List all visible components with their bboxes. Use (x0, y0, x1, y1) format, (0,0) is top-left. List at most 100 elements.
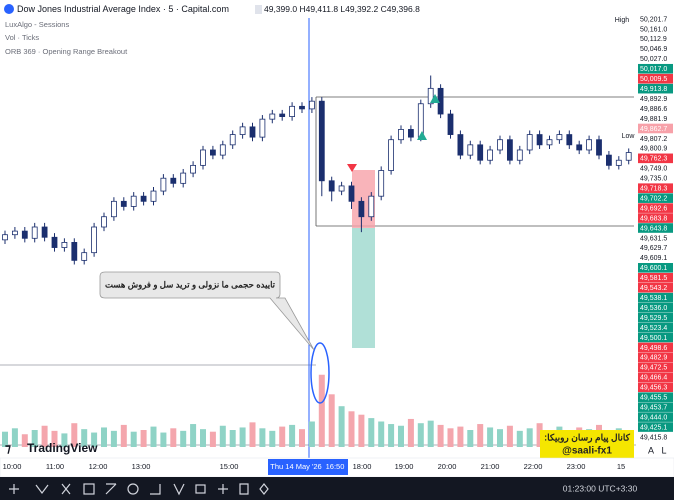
candle-body (190, 164, 197, 174)
price-label-bg (638, 342, 673, 353)
volume-bar (338, 406, 345, 447)
header (0, 0, 636, 16)
price-label: 49,862.7 (640, 126, 667, 133)
auto-scale-button[interactable]: A (648, 445, 654, 455)
price-label-bg (638, 302, 673, 313)
candle-body (506, 139, 513, 161)
tool-icon[interactable] (61, 483, 71, 495)
indicator[interactable]: Vol · Ticks (5, 33, 39, 42)
indicator[interactable]: ORB 369 · Opening Range Breakout (5, 47, 128, 56)
price-label: 50,009.5 (640, 76, 667, 83)
price-label-bg (638, 103, 673, 114)
time-label: 10:00 (3, 462, 22, 471)
indicator[interactable]: LuxAlgo - Sessions (5, 20, 69, 29)
price-label: 50,017.0 (640, 66, 667, 73)
callout-text: تاییده حجمی ما نزولی و ترید سل و فروش هس… (105, 279, 276, 290)
volume-bar (21, 434, 28, 447)
price-label-bg (638, 163, 673, 174)
price-label-bg (638, 253, 673, 263)
price-label: 49,643.8 (640, 225, 667, 232)
tool-icon[interactable] (35, 484, 49, 494)
tool-icon[interactable] (239, 483, 249, 495)
price-label: 49,702.2 (640, 195, 667, 202)
volume-bar (447, 428, 454, 447)
price-label-bg (638, 14, 673, 24)
candle-body (289, 105, 296, 117)
volume-bar (279, 426, 286, 447)
volume-bar (417, 423, 424, 447)
price-label-bg (638, 372, 673, 383)
time-label: 16:50 (326, 462, 345, 471)
clock: 01:23:00 UTC+3:30 (563, 483, 638, 493)
candle-body (546, 139, 553, 146)
candle-body (477, 144, 484, 161)
candle-body (497, 139, 503, 151)
candle-body (299, 105, 305, 110)
tool-icon[interactable] (105, 483, 117, 495)
candle-body (586, 139, 592, 151)
candle-body (31, 226, 38, 239)
price-label: 49,600.1 (640, 265, 667, 272)
tool-icon[interactable] (150, 484, 161, 495)
tool-icon[interactable] (127, 483, 139, 495)
candle-body (388, 139, 395, 171)
price-label: 49,466.4 (640, 375, 667, 382)
tool-icon[interactable] (173, 483, 185, 496)
volume-bar (71, 423, 78, 447)
volume-bar (259, 428, 266, 447)
volume-bar (368, 418, 375, 447)
price-label: 49,629.7 (640, 245, 667, 252)
volume-bar (110, 430, 117, 447)
price-label-bg (638, 282, 673, 293)
candle-body (338, 185, 345, 192)
tool-icon[interactable] (195, 484, 206, 494)
time-label: Thu 14 May '26 (270, 462, 321, 471)
candle-body (348, 185, 355, 202)
tool-icon[interactable] (218, 484, 228, 494)
price-label: 49,913.8 (640, 86, 667, 93)
price-label-bg (638, 312, 673, 323)
tool-icon[interactable] (83, 483, 95, 495)
price-label-bg (638, 402, 673, 412)
price-label: 49,581.5 (640, 275, 667, 282)
price-label-bg (638, 432, 673, 442)
volume-bar (388, 424, 395, 447)
price-label: 49,456.3 (640, 385, 667, 392)
price-label: 49,881.9 (640, 116, 667, 123)
price-label-bg (638, 143, 673, 154)
candle-body (526, 134, 533, 151)
volume-bar (398, 425, 404, 447)
candle-body (150, 190, 157, 202)
volume-bar (41, 425, 48, 447)
price-label: 49,892.9 (640, 96, 667, 103)
price-label-bg (638, 173, 673, 184)
volume-bar (61, 433, 68, 447)
candle-body (279, 113, 286, 117)
price-label: 49,538.1 (640, 295, 667, 302)
price-label-bg (638, 34, 673, 44)
price-label-bg (638, 54, 673, 64)
tool-icon[interactable] (9, 484, 19, 494)
candle-body (101, 216, 107, 228)
tag-icon (255, 5, 262, 14)
price-label: 50,027.0 (640, 56, 667, 63)
symbol-title[interactable]: Dow Jones Industrial Average Index · 5 ·… (17, 4, 229, 14)
price-label-bg (638, 382, 673, 393)
time-label: 12:00 (89, 462, 108, 471)
volume-bar (140, 430, 147, 447)
price-label-bg (638, 133, 673, 144)
candle-body (467, 144, 474, 156)
tool-icon[interactable] (259, 483, 269, 495)
candle-body (566, 134, 573, 146)
high-tag: High (615, 17, 630, 24)
price-label: 49,609.1 (640, 255, 667, 262)
price-label-bg (638, 362, 673, 373)
candle-body (41, 226, 48, 238)
time-label: 13:00 (132, 462, 151, 471)
promo-line: کانال پیام رسان روبیکا: (544, 432, 630, 443)
time-label: 19:00 (395, 462, 414, 471)
log-scale-button[interactable]: L (661, 445, 666, 455)
price-label: 50,046.9 (640, 46, 667, 53)
time-highlight (268, 459, 324, 475)
brand-logo: ⁊ (5, 441, 11, 455)
